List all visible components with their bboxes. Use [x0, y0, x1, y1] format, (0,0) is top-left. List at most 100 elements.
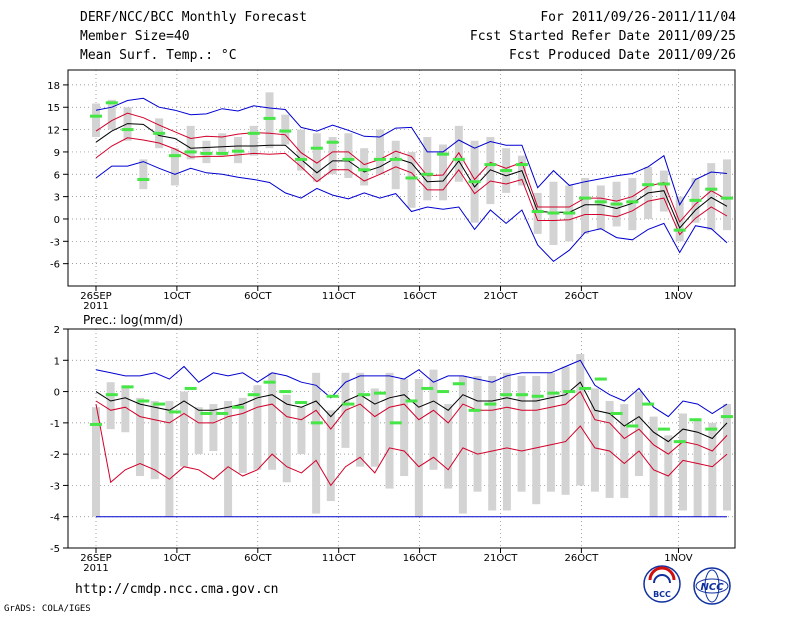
median-marker: [705, 187, 718, 191]
median-marker: [531, 210, 544, 214]
x-tick-label: 1NOV: [664, 291, 693, 302]
ensemble-box: [326, 410, 335, 502]
ensemble-box: [517, 375, 526, 492]
source-url[interactable]: http://cmdp.ncc.cma.gov.cn: [75, 582, 279, 597]
median-marker: [105, 393, 118, 397]
fcst-produced-date: Fcst Produced Date 2011/09/26: [509, 48, 736, 63]
plot-frame: [67, 328, 736, 549]
bcc-logo-text: BCC: [653, 590, 671, 599]
median-marker: [168, 154, 181, 158]
ensemble-box: [693, 419, 702, 517]
ensemble-box: [502, 372, 511, 511]
ensemble-box: [180, 391, 189, 467]
median-marker: [184, 386, 197, 390]
ensemble-box: [454, 125, 463, 182]
x-tick-label: 1OCT: [163, 291, 191, 302]
median-marker: [626, 424, 639, 428]
ensemble-box: [297, 129, 306, 171]
median-marker: [342, 157, 355, 161]
precip-panel-label: Prec.: log(mm/d): [83, 313, 183, 327]
median-marker: [468, 180, 481, 184]
ensemble-box: [581, 178, 590, 234]
median-marker: [326, 394, 339, 398]
x-tick-year-label: 2011: [83, 563, 108, 574]
median-marker: [452, 382, 465, 386]
median-marker: [231, 405, 244, 409]
median-marker: [642, 183, 655, 187]
median-marker: [437, 390, 450, 394]
median-marker: [673, 440, 686, 444]
median-marker: [721, 415, 733, 419]
median-marker: [452, 157, 465, 161]
ensemble-box: [400, 379, 409, 477]
median-marker: [468, 408, 481, 412]
x-tick-label: 21OCT: [484, 291, 519, 302]
ensemble-box: [561, 366, 570, 495]
y-tick-label: -2: [50, 450, 60, 461]
median-marker: [263, 380, 276, 384]
median-marker: [184, 150, 197, 154]
median-marker: [295, 401, 308, 405]
median-marker: [579, 196, 592, 200]
ensemble-box: [224, 400, 233, 517]
ensemble-box: [139, 159, 148, 190]
ensemble-box: [312, 133, 321, 182]
ensemble-box: [628, 178, 637, 231]
y-tick-label: -1: [50, 419, 60, 430]
ensemble-box: [407, 151, 416, 208]
ncc-logo-text: NCC: [700, 582, 724, 593]
ensemble-box: [634, 391, 643, 477]
ensemble-box: [297, 407, 306, 455]
median-marker: [216, 151, 229, 155]
median-marker: [673, 228, 686, 232]
ensemble-box: [121, 385, 130, 433]
median-marker: [405, 176, 418, 180]
ensemble-box: [238, 397, 247, 473]
x-tick-label: 1NOV: [664, 553, 693, 564]
median-marker: [579, 386, 592, 390]
ncc-logo: NCC: [693, 567, 731, 605]
ensemble-box: [473, 375, 482, 492]
median-marker: [642, 402, 655, 406]
median-marker: [389, 421, 402, 425]
median-marker: [263, 116, 276, 120]
upper-spread-line: [95, 390, 728, 455]
max-line: [95, 97, 728, 206]
median-marker: [563, 390, 576, 394]
y-tick-label: 1: [54, 356, 60, 367]
median-marker: [231, 149, 244, 153]
y-tick-label: 12: [47, 126, 60, 137]
median-marker: [484, 402, 497, 406]
ensemble-box: [596, 185, 605, 231]
ensemble-box: [423, 137, 432, 201]
median-marker: [421, 386, 434, 390]
ensemble-box: [439, 144, 448, 201]
median-marker: [437, 152, 450, 156]
ensemble-box: [360, 148, 369, 186]
median-marker: [373, 157, 386, 161]
median-marker: [484, 163, 497, 167]
ensemble-box: [209, 404, 218, 452]
ensemble-box: [282, 394, 291, 483]
median-marker: [90, 114, 102, 118]
ensemble-box: [268, 372, 277, 470]
ensemble-box: [620, 404, 629, 498]
ensemble-box: [678, 413, 687, 511]
ensemble-box: [136, 397, 145, 477]
median-marker: [90, 422, 102, 426]
y-tick-label: -3: [50, 481, 60, 492]
ensemble-box: [92, 103, 100, 138]
median-marker: [310, 421, 323, 425]
ensemble-box: [107, 99, 116, 130]
ensemble-box: [356, 372, 365, 467]
upper-spread-line: [95, 112, 728, 223]
y-tick-label: 18: [47, 81, 60, 92]
median-marker: [515, 163, 528, 167]
chart-title: DERF/NCC/BCC Monthly Forecast: [80, 10, 307, 25]
x-tick-label: 11OCT: [322, 291, 357, 302]
ensemble-box: [265, 92, 274, 149]
ensemble-box: [546, 372, 555, 492]
